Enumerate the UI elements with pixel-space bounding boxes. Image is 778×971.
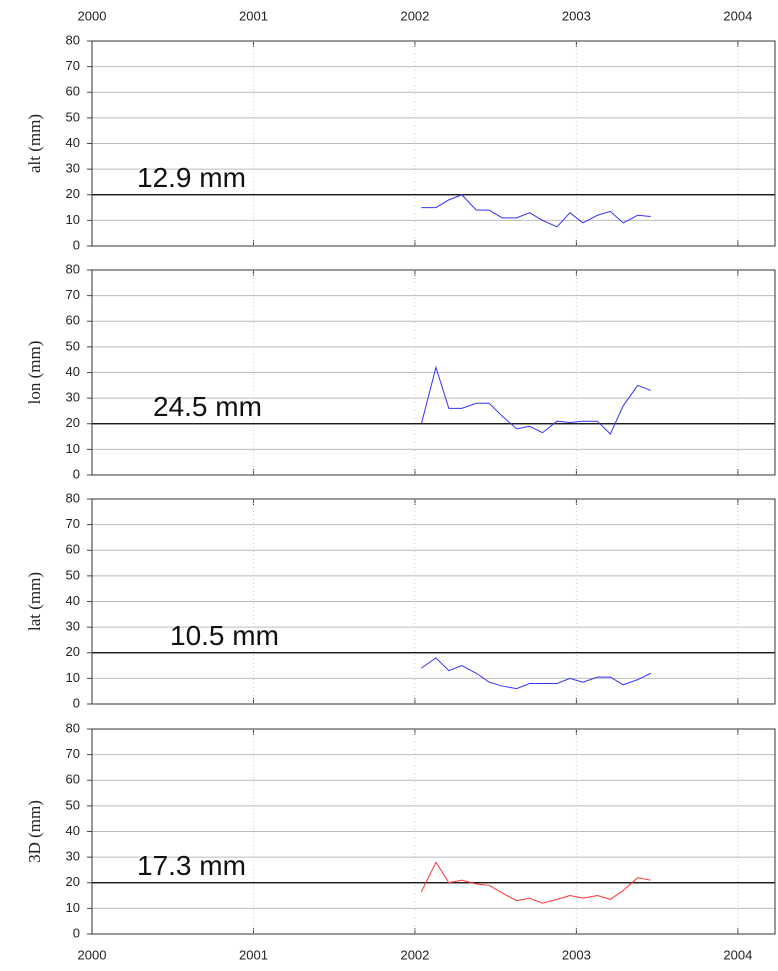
y-tick-label: 80	[66, 490, 80, 505]
y-axis-label: lon (mm)	[25, 341, 44, 405]
plot-frame	[91, 728, 776, 935]
x-tick-label: 2001	[239, 8, 268, 23]
y-tick-label: 40	[66, 823, 80, 838]
y-tick-label: 70	[66, 58, 80, 73]
x-tick-label: 2002	[400, 8, 429, 23]
y-tick-label: 20	[66, 415, 80, 430]
y-tick-label: 10	[66, 670, 80, 685]
y-tick-label: 70	[66, 287, 80, 302]
series-line	[420, 861, 651, 904]
y-tick-label: 0	[73, 466, 80, 481]
y-tick-label: 60	[66, 84, 80, 99]
series-line	[421, 194, 651, 228]
plot-frame	[91, 40, 776, 247]
plot-frame	[91, 498, 776, 705]
y-tick-label: 80	[66, 261, 80, 276]
y-tick-label: 10	[66, 441, 80, 456]
y-tick-label: 20	[66, 186, 80, 201]
annotation: 24.5 mm	[153, 391, 262, 422]
plot-frame	[91, 269, 776, 476]
y-tick-label: 50	[66, 109, 80, 124]
x-tick-label: 2003	[562, 8, 591, 23]
y-tick-label: 60	[66, 542, 80, 557]
y-tick-label: 0	[73, 237, 80, 252]
y-tick-label: 60	[66, 313, 80, 328]
x-tick-label: 2004	[723, 947, 752, 962]
y-tick-label: 30	[66, 390, 80, 405]
y-tick-label: 80	[66, 32, 80, 47]
y-tick-label: 30	[66, 161, 80, 176]
y-axis-label: lat (mm)	[25, 572, 44, 631]
y-tick-label: 40	[66, 364, 80, 379]
y-axis-label: 3D (mm)	[25, 800, 44, 863]
y-tick-label: 0	[73, 925, 80, 940]
annotation: 10.5 mm	[170, 620, 279, 651]
annotation: 17.3 mm	[137, 850, 246, 881]
y-tick-label: 40	[66, 593, 80, 608]
x-tick-label: 2000	[78, 947, 107, 962]
y-axis-label: alt (mm)	[25, 114, 44, 173]
x-tick-label: 2004	[723, 8, 752, 23]
y-tick-label: 10	[66, 900, 80, 915]
x-tick-label: 2002	[400, 947, 429, 962]
y-tick-label: 40	[66, 135, 80, 150]
x-tick-label: 2003	[562, 947, 591, 962]
series-line	[420, 365, 651, 435]
y-tick-label: 50	[66, 338, 80, 353]
y-tick-label: 60	[66, 772, 80, 787]
annotation: 12.9 mm	[137, 162, 246, 193]
y-tick-label: 70	[66, 746, 80, 761]
y-tick-label: 0	[73, 695, 80, 710]
x-tick-label: 2001	[239, 947, 268, 962]
y-tick-label: 30	[66, 849, 80, 864]
y-tick-label: 70	[66, 516, 80, 531]
y-tick-label: 20	[66, 644, 80, 659]
x-tick-label: 2000	[78, 8, 107, 23]
y-tick-label: 20	[66, 874, 80, 889]
series-line	[421, 657, 651, 690]
y-tick-label: 30	[66, 619, 80, 634]
y-tick-label: 10	[66, 212, 80, 227]
y-tick-label: 80	[66, 720, 80, 735]
y-tick-label: 50	[66, 797, 80, 812]
y-tick-label: 50	[66, 567, 80, 582]
